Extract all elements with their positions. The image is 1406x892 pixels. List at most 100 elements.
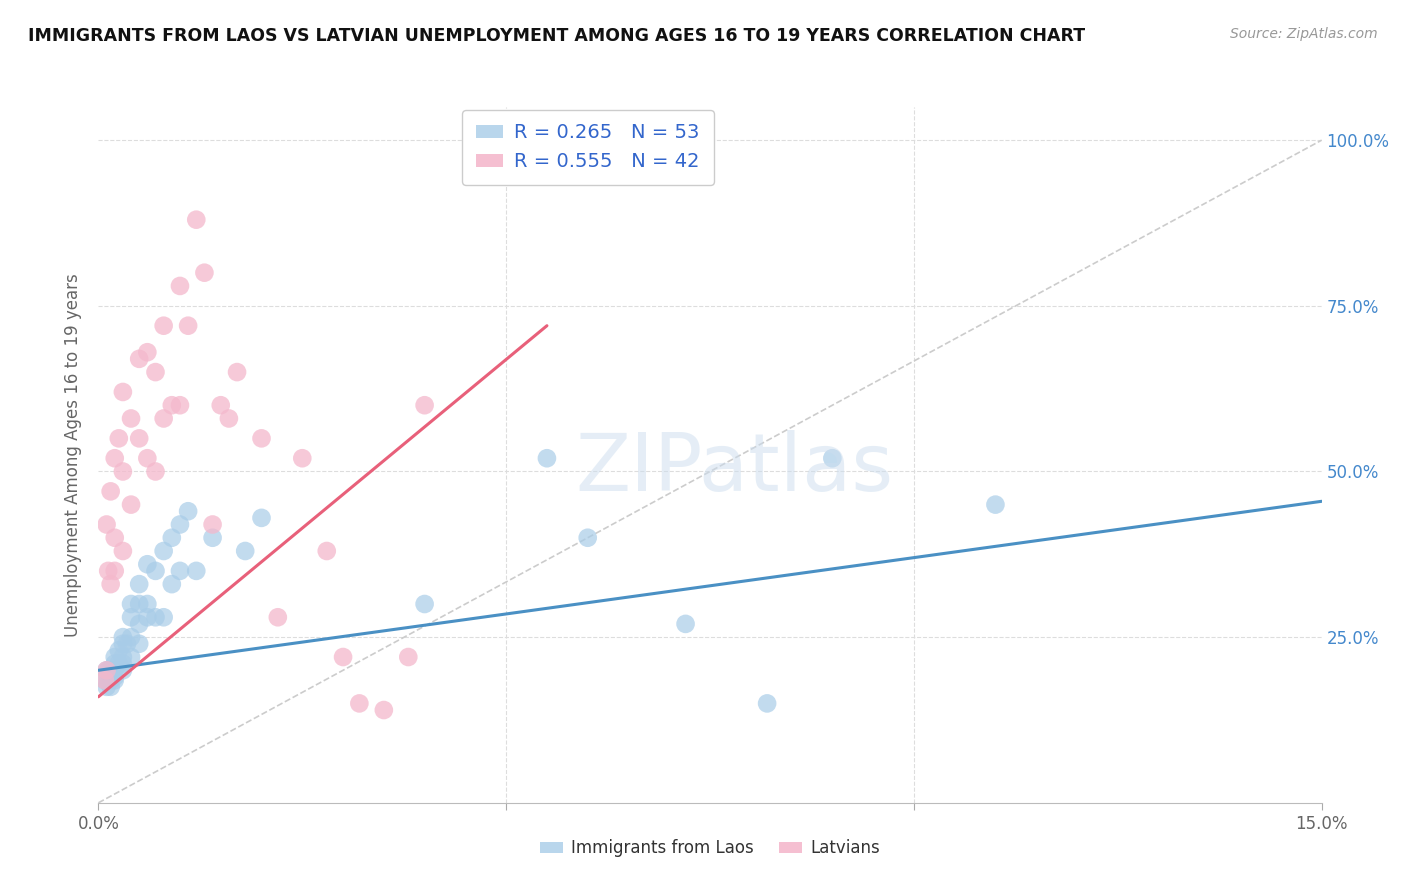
Point	[108, 431, 131, 445]
Legend: Immigrants from Laos, Latvians: Immigrants from Laos, Latvians	[533, 833, 887, 864]
Point	[152, 411, 174, 425]
Point	[169, 398, 191, 412]
Point	[111, 650, 134, 665]
Point	[120, 630, 142, 644]
Point	[94, 673, 117, 688]
Point	[111, 663, 134, 677]
Point	[396, 650, 419, 665]
Point	[104, 657, 127, 671]
Point	[201, 531, 224, 545]
Point	[169, 564, 191, 578]
Point	[169, 279, 191, 293]
Point	[120, 650, 142, 665]
Point	[128, 577, 150, 591]
Point	[267, 610, 290, 624]
Point	[152, 610, 174, 624]
Point	[145, 465, 167, 479]
Point	[136, 345, 159, 359]
Point	[145, 610, 167, 624]
Point	[160, 398, 183, 412]
Y-axis label: Unemployment Among Ages 16 to 19 years: Unemployment Among Ages 16 to 19 years	[65, 273, 83, 637]
Point	[576, 531, 599, 545]
Point	[821, 451, 844, 466]
Point	[536, 451, 558, 466]
Point	[250, 431, 273, 445]
Text: ZIPatlas: ZIPatlas	[575, 430, 894, 508]
Point	[291, 451, 314, 466]
Point	[332, 650, 354, 665]
Point	[193, 266, 215, 280]
Point	[209, 398, 232, 412]
Point	[250, 511, 273, 525]
Point	[120, 597, 142, 611]
Point	[104, 650, 127, 665]
Text: IMMIGRANTS FROM LAOS VS LATVIAN UNEMPLOYMENT AMONG AGES 16 TO 19 YEARS CORRELATI: IMMIGRANTS FROM LAOS VS LATVIAN UNEMPLOY…	[28, 27, 1085, 45]
Point	[128, 637, 150, 651]
Point	[120, 411, 142, 425]
Point	[111, 465, 134, 479]
Point	[96, 517, 118, 532]
Point	[218, 411, 240, 425]
Point	[104, 564, 127, 578]
Point	[97, 564, 120, 578]
Point	[120, 610, 142, 624]
Point	[108, 643, 131, 657]
Point	[111, 544, 134, 558]
Point	[111, 657, 134, 671]
Point	[104, 531, 127, 545]
Point	[201, 517, 224, 532]
Point	[96, 680, 118, 694]
Point	[100, 577, 122, 591]
Point	[160, 531, 183, 545]
Point	[373, 703, 395, 717]
Point	[152, 318, 174, 333]
Point	[97, 663, 120, 677]
Point	[413, 398, 436, 412]
Point	[128, 616, 150, 631]
Point	[100, 666, 122, 681]
Point	[94, 673, 117, 688]
Point	[136, 451, 159, 466]
Point	[675, 616, 697, 631]
Text: Source: ZipAtlas.com: Source: ZipAtlas.com	[1230, 27, 1378, 41]
Point	[160, 577, 183, 591]
Point	[349, 697, 371, 711]
Point	[104, 451, 127, 466]
Point	[111, 637, 134, 651]
Point	[100, 680, 122, 694]
Point	[115, 637, 138, 651]
Point	[100, 673, 122, 688]
Point	[111, 384, 134, 399]
Point	[104, 673, 127, 688]
Point	[128, 431, 150, 445]
Point	[226, 365, 249, 379]
Point	[111, 630, 134, 644]
Point	[756, 697, 779, 711]
Point	[413, 597, 436, 611]
Point	[186, 564, 208, 578]
Point	[96, 663, 118, 677]
Point	[96, 663, 118, 677]
Point	[100, 484, 122, 499]
Point	[136, 558, 159, 572]
Point	[315, 544, 337, 558]
Point	[136, 597, 159, 611]
Point	[97, 673, 120, 688]
Point	[108, 657, 131, 671]
Point	[145, 564, 167, 578]
Point	[128, 351, 150, 366]
Point	[186, 212, 208, 227]
Point	[136, 610, 159, 624]
Point	[177, 504, 200, 518]
Point	[100, 663, 122, 677]
Point	[152, 544, 174, 558]
Point	[169, 517, 191, 532]
Point	[233, 544, 256, 558]
Point	[145, 365, 167, 379]
Point	[104, 663, 127, 677]
Point	[984, 498, 1007, 512]
Point	[120, 498, 142, 512]
Point	[104, 670, 127, 684]
Point	[177, 318, 200, 333]
Point	[128, 597, 150, 611]
